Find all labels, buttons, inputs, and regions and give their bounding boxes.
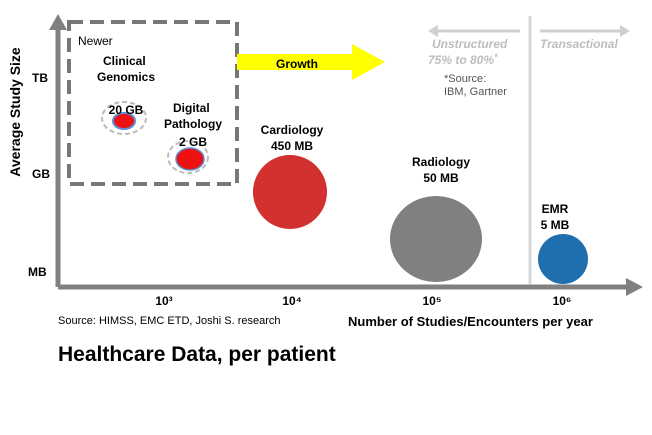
emr-label: EMR — [542, 202, 569, 216]
growth-arrow — [237, 44, 385, 80]
y-tick-label: GB — [32, 167, 50, 181]
source-note: Source: HIMSS, EMC ETD, Joshi S. researc… — [58, 315, 281, 327]
transactional-arrowhead — [620, 25, 630, 37]
clinical-genomics-label: Clinical Genomics — [97, 54, 155, 84]
x-tick-label: 10⁴ — [282, 294, 301, 308]
emr-size: 5 MB — [541, 218, 570, 232]
x-tick-label: 10³ — [155, 294, 172, 308]
source-note-ibm-line2: IBM, Gartner — [444, 86, 507, 98]
x-tick-label: 10⁶ — [553, 294, 572, 308]
clinical-genomics-ring — [101, 101, 147, 135]
growth-label: Growth — [276, 57, 318, 71]
unstructured-arrowhead — [428, 25, 438, 37]
x-axis-arrowhead — [626, 278, 643, 296]
radiology-label: Radiology — [412, 155, 470, 169]
unstructured-percent: 75% to 80%* — [428, 52, 498, 67]
y-axis-label: Average Study Size — [7, 47, 23, 177]
radiology-bubble — [390, 196, 482, 282]
newer-box-label: Newer — [78, 34, 113, 48]
cardiology-label: Cardiology — [261, 123, 324, 137]
digital-pathology-label: Digital Pathology — [164, 101, 222, 131]
unstructured-label: Unstructured — [432, 37, 508, 51]
emr-bubble — [538, 234, 588, 284]
clinical-genomics-bubble — [112, 112, 136, 130]
y-tick-label: MB — [28, 265, 47, 279]
cardiology-size: 450 MB — [271, 139, 313, 153]
x-tick-label: 10⁵ — [423, 294, 442, 308]
newer-dashed-box — [67, 20, 239, 186]
y-axis-arrowhead — [49, 14, 67, 30]
radiology-size: 50 MB — [423, 171, 459, 185]
transactional-label: Transactional — [540, 37, 618, 51]
clinical-genomics-size: 20 GB — [109, 103, 144, 117]
cardiology-bubble — [253, 155, 327, 229]
digital-pathology-size: 2 GB — [179, 135, 207, 149]
digital-pathology-ring — [167, 140, 209, 174]
chart-title: Healthcare Data, per patient — [58, 343, 336, 366]
source-note-ibm-line1: *Source: — [444, 73, 486, 85]
x-axis-label: Number of Studies/Encounters per year — [348, 314, 593, 329]
digital-pathology-bubble — [175, 147, 205, 171]
y-tick-label: TB — [32, 71, 48, 85]
